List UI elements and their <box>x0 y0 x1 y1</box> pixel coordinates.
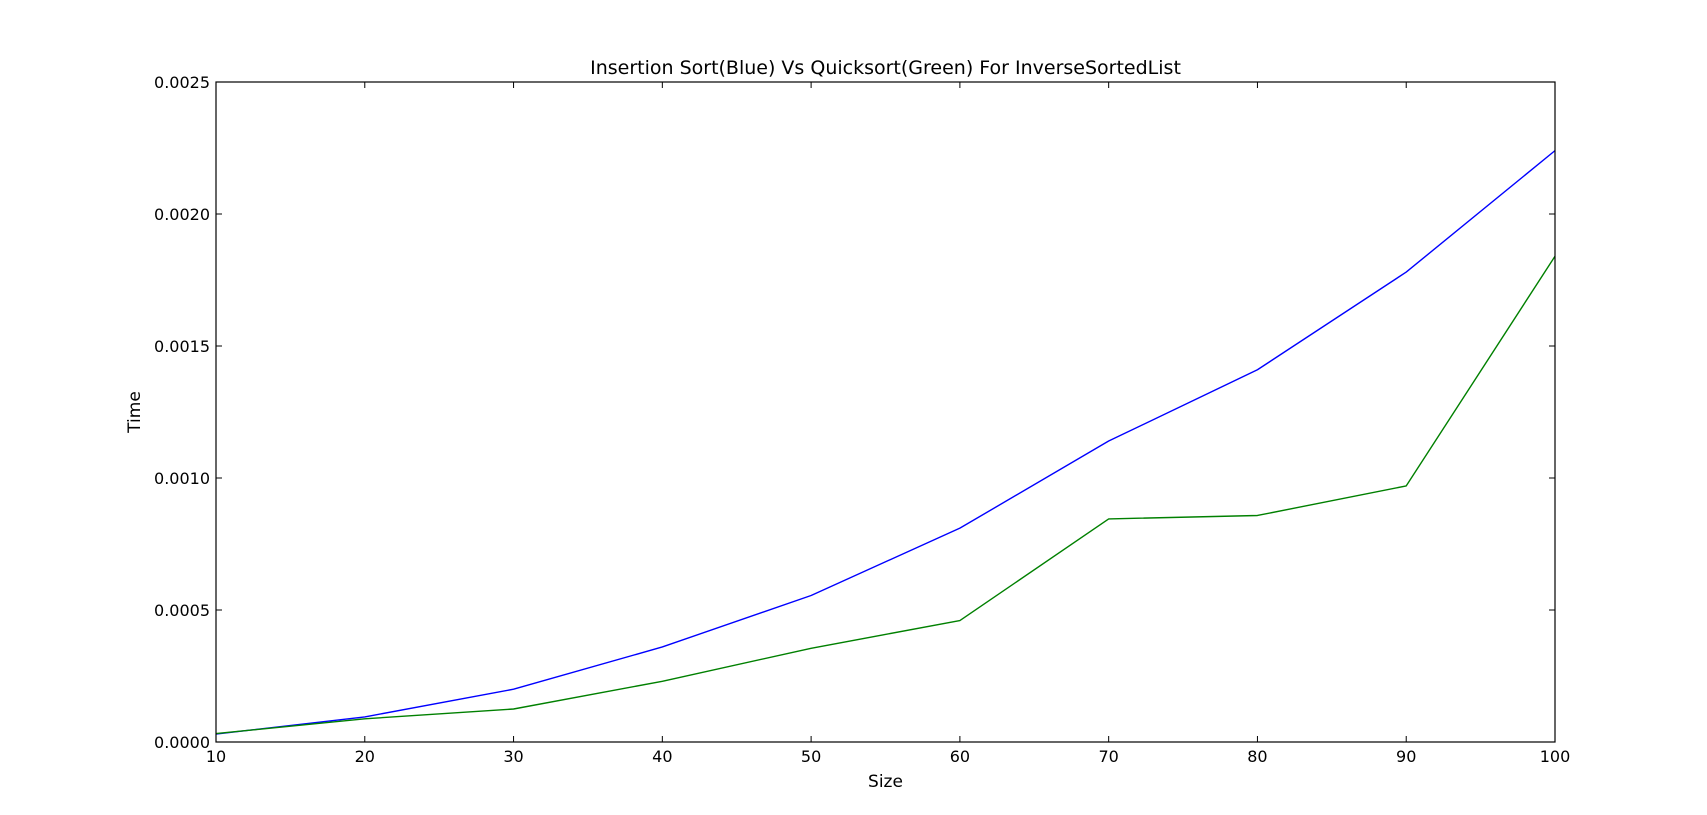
x-axis-label: Size <box>868 772 903 792</box>
x-tick-label: 40 <box>652 747 672 766</box>
labels-layer: 10 20 30 40 50 60 70 80 90 100 0.0000 0.0005 0.0010 0… <box>154 73 1570 766</box>
chart-title: Insertion Sort(Blue) Vs Quicksort(Green)… <box>590 57 1181 79</box>
series-line-1 <box>215 150 1556 735</box>
x-tick-label: 10 <box>206 747 226 766</box>
y-axis-label: Time <box>125 391 145 434</box>
y-tick-label: 0.0025 <box>154 73 210 92</box>
series-layer <box>215 150 1556 735</box>
y-tick-label: 0.0020 <box>154 205 210 224</box>
x-tick-label: 20 <box>355 747 375 766</box>
x-tick-label: 50 <box>801 747 821 766</box>
x-tick-label: 80 <box>1247 747 1267 766</box>
y-tick-label: 0.0000 <box>154 733 210 752</box>
x-tick-label: 100 <box>1540 747 1571 766</box>
plot-frame <box>215 81 1556 743</box>
x-tick-label: 90 <box>1396 747 1416 766</box>
x-tick-label: 60 <box>950 747 970 766</box>
y-tick-label: 0.0015 <box>154 337 210 356</box>
series-line-2 <box>215 255 1556 735</box>
y-tick-label: 0.0010 <box>154 469 210 488</box>
x-tick-label: 70 <box>1098 747 1118 766</box>
x-tick-label: 30 <box>503 747 523 766</box>
y-tick-label: 0.0005 <box>154 601 210 620</box>
